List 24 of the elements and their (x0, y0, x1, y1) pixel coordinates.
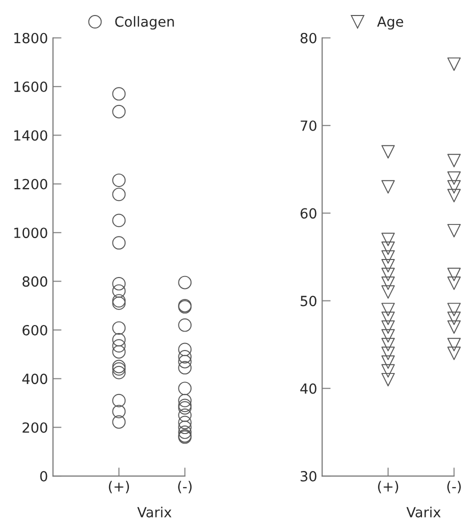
x-axis-title: Varix (137, 506, 172, 518)
x-tick-label: (-) (447, 480, 461, 494)
legend-label: Age (377, 16, 404, 30)
y-tick-label: 1200 (14, 178, 48, 190)
y-tick-label: 40 (300, 383, 316, 394)
y-tick-label: 800 (22, 276, 48, 287)
y-tick-label: 50 (300, 296, 316, 306)
y-tick-label: 400 (22, 374, 48, 384)
y-tick-label: 1400 (14, 130, 48, 141)
y-tick-label: 80 (300, 32, 316, 44)
y-tick-label: 600 (22, 324, 48, 336)
y-tick-label: 60 (300, 208, 316, 219)
x-tick-label: (+) (108, 480, 129, 494)
y-tick-label: 70 (300, 120, 316, 131)
y-tick-label: 0 (40, 471, 48, 482)
legend-label: Collagen (115, 16, 174, 30)
x-tick-label: (-) (178, 480, 192, 494)
y-tick-label: 1000 (14, 228, 48, 238)
y-tick-label: 1800 (14, 32, 48, 44)
x-tick-label: (+) (378, 480, 398, 494)
x-axis-title: Varix (406, 506, 441, 518)
y-tick-label: 1600 (14, 82, 48, 92)
y-tick-label: 200 (22, 422, 48, 433)
y-tick-label: 30 (300, 471, 316, 482)
